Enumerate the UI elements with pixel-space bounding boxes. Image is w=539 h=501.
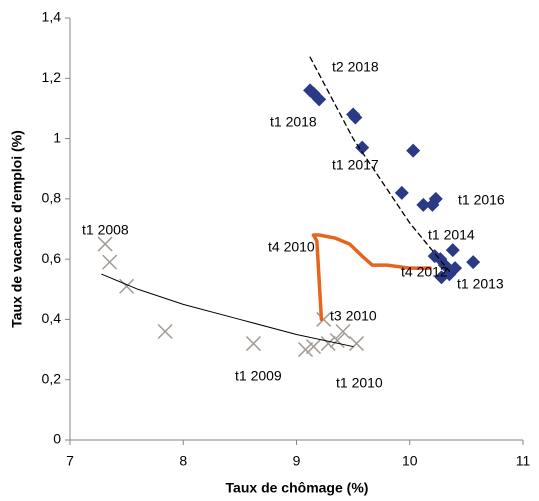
x-tick-label: 7	[66, 453, 74, 469]
annotation: t1 2016	[458, 192, 505, 208]
cross-point	[335, 323, 351, 340]
cross-point	[245, 336, 261, 352]
annotation: t4 2010	[268, 239, 315, 255]
diamond-point	[445, 243, 460, 258]
y-tick-label: 0,6	[42, 250, 62, 266]
annotation: t4 2012	[401, 264, 448, 280]
annotation: t1 2017	[332, 157, 379, 173]
annotation: t1 2018	[270, 114, 317, 130]
cross-point	[320, 336, 336, 352]
cross-point	[298, 342, 314, 358]
cross-point	[97, 236, 113, 252]
y-tick-label: 0	[53, 431, 61, 447]
x-tick-label: 10	[402, 453, 418, 469]
diamond-point	[348, 110, 363, 125]
annotation: t1 2010	[336, 375, 383, 391]
annotation: t1 2009	[235, 368, 282, 384]
y-tick-label: 0,2	[42, 370, 62, 386]
annotation: t3 2010	[330, 308, 377, 324]
diamond-point	[312, 92, 327, 107]
annotation: t2 2018	[332, 59, 379, 75]
diamond-point	[355, 140, 370, 155]
diamond-point	[394, 185, 409, 200]
annotation: t1 2013	[457, 276, 504, 292]
annotation: t1 2008	[82, 222, 129, 238]
cross-point	[329, 332, 345, 349]
trend-line	[309, 56, 451, 272]
cross-point	[316, 311, 332, 327]
y-tick-label: 0,8	[42, 190, 62, 206]
y-axis-label: Taux de vacance d'emploi (%)	[9, 130, 25, 328]
y-tick-label: 1,2	[42, 69, 62, 85]
cross-point	[305, 339, 322, 355]
y-tick-label: 1,4	[42, 9, 62, 25]
x-axis-label: Taux de chômage (%)	[226, 480, 369, 496]
diamond-point	[406, 143, 421, 158]
diamond-point	[466, 255, 481, 270]
diamond-point	[428, 191, 443, 206]
cross-point	[102, 254, 118, 270]
cross-point	[348, 336, 365, 352]
y-tick-label: 0,4	[42, 310, 62, 326]
trend-line	[311, 233, 432, 322]
x-tick-label: 11	[516, 453, 531, 469]
cross-point	[157, 323, 173, 340]
cross-point	[119, 278, 135, 294]
x-tick-label: 9	[293, 453, 301, 469]
annotation: t1 2014	[428, 227, 475, 243]
x-tick-label: 8	[179, 453, 187, 469]
diamond-point	[442, 267, 457, 282]
y-tick-label: 1	[53, 129, 61, 145]
trend-line	[101, 273, 354, 348]
diamond-point	[416, 197, 431, 212]
